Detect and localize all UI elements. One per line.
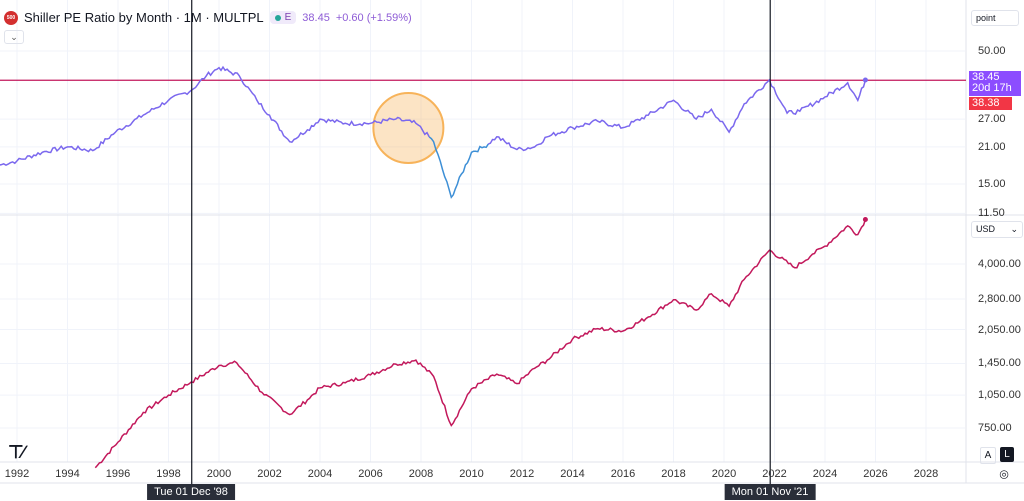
- pe-series-line: [428, 136, 489, 199]
- auto-scale-button[interactable]: A: [980, 447, 996, 464]
- pe-series-line-last-point: [862, 77, 868, 83]
- market-status-dot: [274, 14, 281, 21]
- x-tick-label: 2020: [711, 468, 737, 480]
- spx-y-tick-label: 1,050.00: [978, 389, 1021, 402]
- spx-series-line-last-point: [862, 216, 868, 222]
- change-value: +0.60 (+1.59%): [335, 11, 412, 24]
- x-tick-label: 2022: [762, 468, 787, 480]
- pe-series-line: [0, 65, 430, 167]
- pe-series-line: [488, 78, 867, 152]
- crosshair-date-label-1: Tue 01 Dec '98: [147, 484, 235, 500]
- pe-y-tick-label: 21.00: [978, 140, 1006, 153]
- spx-series-line: [94, 219, 867, 469]
- spx-y-tick-label: 750.00: [978, 422, 1012, 435]
- x-tick-label: 1992: [4, 468, 30, 480]
- scale-mode-select[interactable]: point: [971, 10, 1019, 26]
- x-tick-label: 2004: [307, 468, 333, 480]
- tradingview-logo[interactable]: ⊤∕: [8, 442, 25, 462]
- x-tick-label: 2018: [661, 468, 686, 480]
- x-tick-label: 2024: [812, 468, 838, 480]
- x-tick-label: 2026: [863, 468, 888, 480]
- currency-select[interactable]: USD ⌄: [971, 221, 1023, 238]
- symbol-logo: 500: [4, 10, 18, 25]
- x-tick-label: 2000: [206, 468, 232, 480]
- x-tick-label: 1994: [55, 468, 80, 480]
- pe-y-tick-label: 11.50: [978, 207, 1005, 220]
- crosshair-date-label-2: Mon 01 Nov '21: [724, 484, 816, 500]
- spx-y-tick-label: 1,450.00: [978, 357, 1021, 370]
- chevron-down-icon: ⌄: [1010, 224, 1018, 234]
- x-tick-label: 1998: [156, 468, 181, 480]
- x-tick-label: 2002: [257, 468, 282, 480]
- spx-y-tick-label: 2,050.00: [978, 323, 1021, 336]
- x-tick-label: 2028: [913, 468, 939, 480]
- pe-y-tick-label: 27.00: [978, 113, 1006, 126]
- x-tick-label: 2006: [358, 468, 383, 480]
- currency-label: USD: [976, 224, 996, 234]
- earnings-label: E: [284, 12, 292, 23]
- symbol-title[interactable]: Shiller PE Ratio by Month · 1M · MULTPL: [24, 10, 264, 25]
- highlight-circle: [372, 92, 445, 164]
- x-tick-label: 2008: [408, 468, 434, 480]
- spx-y-tick-label: 2,800.00: [978, 292, 1021, 305]
- collapse-legend-button[interactable]: ⌄: [4, 30, 24, 44]
- x-tick-label: 2010: [459, 468, 484, 480]
- x-tick-label: 1996: [105, 468, 131, 480]
- earnings-badge[interactable]: E: [269, 11, 297, 24]
- x-tick-label: 2016: [610, 468, 636, 480]
- current-price-tag: 38.45 20d 17h: [969, 71, 1021, 96]
- pe-y-tick-label: 50.00: [978, 45, 1006, 57]
- pe-y-tick-label: 15.00: [978, 178, 1006, 191]
- hline-price-tag: 38.38: [969, 97, 1012, 110]
- last-value: 38.45: [302, 11, 330, 24]
- spx-y-tick-label: 4,000.00: [978, 258, 1021, 270]
- settings-icon[interactable]: ◎: [999, 468, 1009, 481]
- x-tick-label: 2014: [560, 468, 585, 480]
- chart-legend: 500 Shiller PE Ratio by Month · 1M · MUL…: [4, 10, 412, 25]
- log-scale-button[interactable]: L: [1000, 447, 1014, 462]
- x-tick-label: 2012: [509, 468, 535, 480]
